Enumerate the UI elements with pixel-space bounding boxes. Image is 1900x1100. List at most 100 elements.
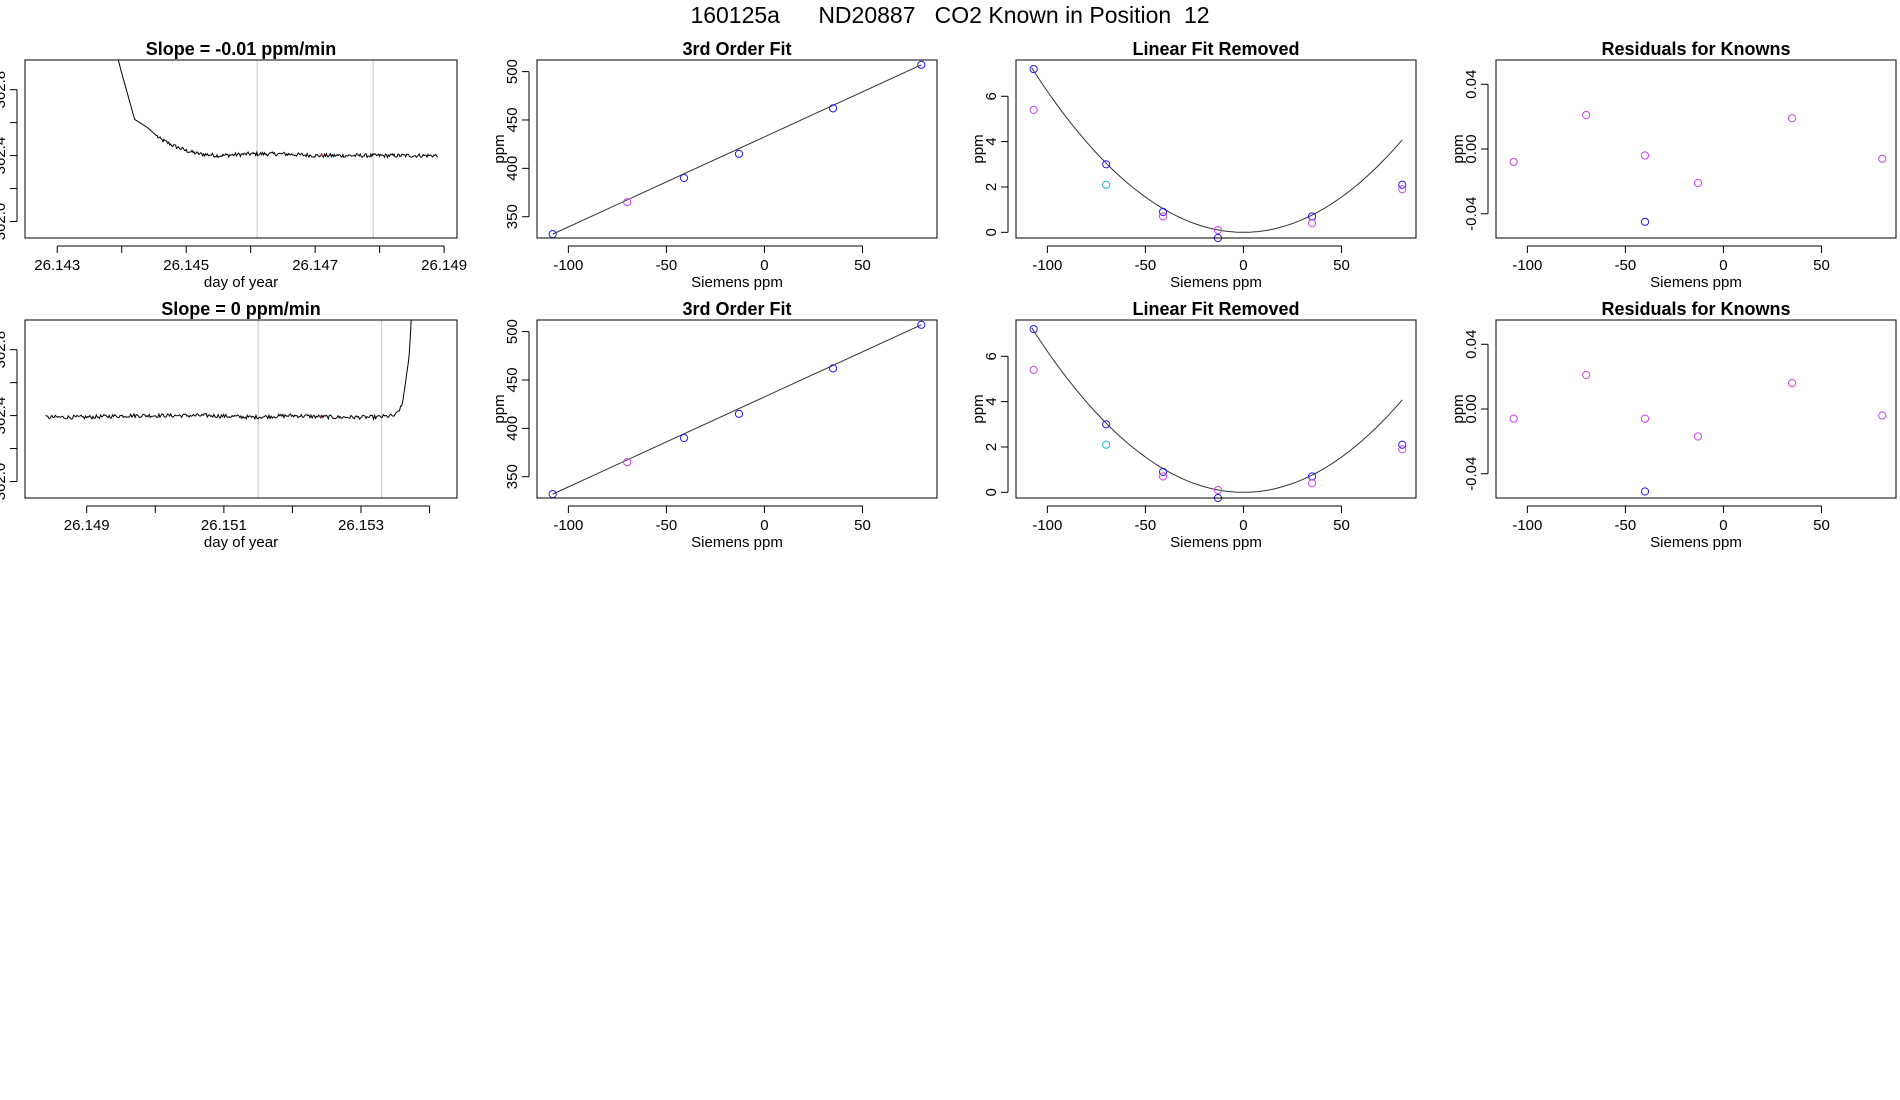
- x-tick-label: -50: [1135, 517, 1157, 534]
- trace-marker: [318, 415, 322, 418]
- y-axis-label: ppm: [1450, 134, 1467, 163]
- y-tick-label: 500: [504, 319, 521, 344]
- data-point: [1029, 324, 1038, 334]
- y-axis-label: ppm: [491, 394, 508, 423]
- data-point: [1787, 114, 1797, 123]
- x-axis-label: Siemens ppm: [1650, 534, 1742, 551]
- data-point: [1158, 207, 1168, 217]
- data-point: [1693, 432, 1703, 441]
- data-point: [1640, 217, 1650, 226]
- x-tick-label: -50: [656, 517, 678, 534]
- x-axis-label: Siemens ppm: [691, 534, 783, 551]
- data-point: [1693, 178, 1703, 188]
- x-tick-label: -50: [656, 257, 678, 274]
- x-tick-label: 50: [854, 257, 871, 274]
- data-point: [828, 364, 838, 373]
- y-tick-label: 0: [983, 488, 1000, 496]
- panel-title: Residuals for Knowns: [1601, 299, 1790, 319]
- plot-area: [552, 324, 922, 495]
- y-tick-label: 362.8: [0, 71, 9, 109]
- x-tick-label: 50: [1333, 517, 1350, 534]
- data-point: [1640, 487, 1650, 496]
- data-point: [828, 104, 838, 113]
- x-tick-label: -100: [1032, 257, 1062, 274]
- y-tick-label: 6: [983, 92, 1000, 100]
- data-point: [1102, 440, 1111, 449]
- data-point: [679, 433, 689, 443]
- data-point: [1158, 472, 1168, 481]
- x-tick-label: -50: [1615, 517, 1637, 534]
- data-point: [1102, 160, 1111, 169]
- x-tick-label: 26.151: [201, 517, 247, 534]
- data-point: [1640, 151, 1650, 160]
- data-point: [1398, 440, 1407, 449]
- plot-frame: [1495, 319, 1897, 499]
- y-tick-label: 362.8: [0, 331, 9, 369]
- x-axis-label: Siemens ppm: [691, 274, 783, 291]
- plot-area: [45, 320, 412, 498]
- data-point: [1029, 105, 1038, 114]
- fit-curve: [552, 64, 922, 235]
- x-tick-label: 0: [1719, 517, 1727, 534]
- y-tick-label: 0.00: [1463, 134, 1480, 163]
- y-tick-label: 450: [504, 367, 521, 392]
- fit-curve: [552, 324, 922, 495]
- trace-marker: [320, 153, 323, 156]
- y-tick-label: 362.0: [0, 463, 9, 501]
- x-tick-label: 26.153: [338, 517, 384, 534]
- plot-frame: [1015, 319, 1417, 499]
- data-point: [1509, 414, 1518, 423]
- y-tick-label: -0.04: [1463, 197, 1480, 231]
- data-point: [1398, 185, 1407, 194]
- y-tick-label: -0.04: [1463, 457, 1480, 491]
- x-tick-label: -100: [553, 257, 583, 274]
- plot-area: [1031, 327, 1403, 493]
- x-axis-label: Siemens ppm: [1650, 274, 1742, 291]
- x-axis-label: Siemens ppm: [1170, 534, 1262, 551]
- panel-r2c2: 3rd Order Fit -100 -50 0 50 Siemens ppm 350 400…: [491, 299, 938, 551]
- plot-frame: [24, 319, 458, 499]
- data-point: [1213, 485, 1223, 495]
- x-tick-label: 0: [760, 517, 768, 534]
- panel-r1c4: Residuals for Knowns -100 -50 0 50 Siemens pp…: [1450, 39, 1897, 291]
- panel-r2c1: Slope = 0 ppm/min 26.149 26.151 26.153 day o…: [0, 299, 458, 551]
- plot-frame: [1495, 59, 1897, 239]
- data-point: [1878, 411, 1887, 420]
- y-tick-label: 362.4: [0, 397, 9, 435]
- y-tick-label: 0.04: [1463, 330, 1480, 359]
- y-axis-label: ppm: [1450, 394, 1467, 423]
- x-tick-label: 0: [760, 257, 768, 274]
- data-point: [679, 173, 689, 183]
- panel-title: Linear Fit Removed: [1132, 39, 1299, 59]
- data-point: [1582, 370, 1591, 380]
- x-axis-label: day of year: [204, 534, 278, 551]
- y-tick-label: 362.4: [0, 137, 9, 175]
- y-tick-label: 4: [983, 397, 1000, 405]
- x-tick-label: 26.145: [163, 257, 209, 274]
- plot-area: [552, 64, 922, 235]
- data-point: [1307, 219, 1317, 228]
- y-tick-label: 0.00: [1463, 394, 1480, 423]
- x-tick-label: 26.149: [421, 257, 467, 274]
- y-tick-label: 0.04: [1463, 70, 1480, 99]
- data-point: [623, 198, 632, 207]
- x-axis-label: Siemens ppm: [1170, 274, 1262, 291]
- x-tick-label: -100: [553, 517, 583, 534]
- data-point: [1787, 379, 1797, 388]
- data-point: [1307, 479, 1317, 488]
- x-tick-label: 26.143: [34, 257, 80, 274]
- fit-curve: [1031, 67, 1403, 233]
- x-tick-label: 0: [1239, 257, 1247, 274]
- panel-title: 3rd Order Fit: [682, 299, 791, 319]
- data-point: [1582, 110, 1591, 120]
- data-point: [1213, 225, 1223, 235]
- y-tick-label: 350: [504, 204, 521, 229]
- panel-title: Residuals for Knowns: [1601, 39, 1790, 59]
- y-tick-label: 2: [983, 443, 1000, 451]
- panel-title: Slope = 0 ppm/min: [161, 299, 321, 319]
- data-point: [1102, 420, 1111, 429]
- data-point: [1158, 467, 1168, 477]
